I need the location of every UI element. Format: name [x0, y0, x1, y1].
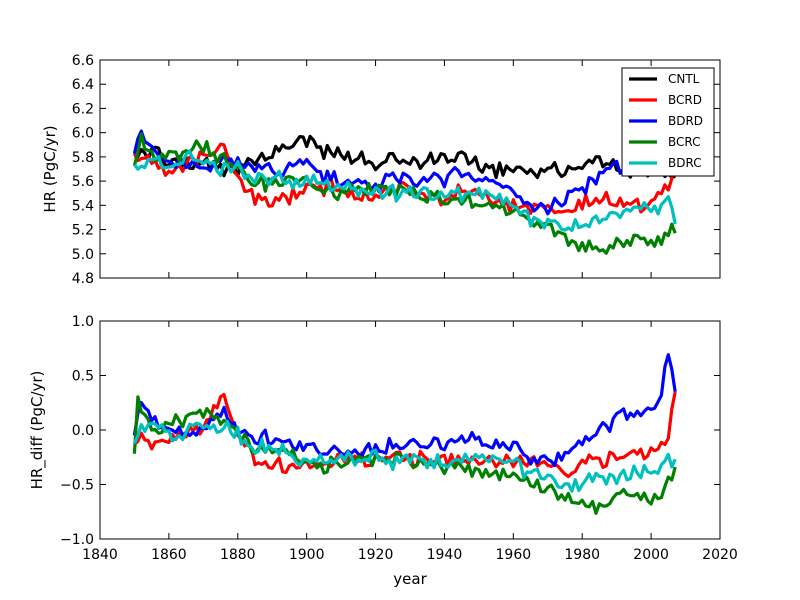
x-tick-label: 1880	[220, 547, 256, 563]
x-tick-label: 1920	[358, 547, 394, 563]
top-y-ticks: 4.8 5.0 5.2 5.4 5.6 5.8 6.0 6.2 6.4 6.6	[72, 53, 720, 287]
bottom-series-bdrd	[132, 353, 677, 467]
x-tick-label: 1860	[151, 547, 187, 563]
bottom-y-axis-label: HR_diff (PgC/yr)	[28, 371, 47, 490]
top-series-lines	[132, 103, 677, 255]
x-tick-label: 1980	[564, 547, 600, 563]
bottom-y-ticks: −1.0 −0.5 0.0 0.5 1.0	[60, 314, 720, 548]
legend-entries: CNTL BCRD BDRD BCRC BDRC	[629, 72, 703, 170]
legend: CNTL BCRD BDRD BCRC BDRC	[621, 67, 715, 177]
top-y-tick-label: 4.8	[72, 271, 94, 287]
top-panel: 4.8 5.0 5.2 5.4 5.6 5.8 6.0 6.2 6.4 6.6 HR (PgC/y…	[41, 53, 721, 287]
x-tick-label: 1940	[427, 547, 463, 563]
x-tick-label: 2000	[633, 547, 669, 563]
bottom-series-lines	[132, 353, 677, 515]
top-y-axis-label: HR (PgC/yr)	[41, 125, 59, 212]
bottom-y-tick-label: 0.5	[72, 369, 94, 385]
top-series-cntl	[134, 134, 676, 180]
top-y-tick-label: 6.2	[72, 101, 94, 117]
top-plot-frame	[99, 59, 721, 279]
bottom-plot-frame	[99, 320, 721, 540]
bottom-series-bcrd	[133, 391, 677, 479]
bottom-x-ticks: 1840 1860 1880 1900 1920 1940 1960 1980 2000 2020	[82, 321, 738, 563]
x-tick-label: 2020	[702, 547, 738, 563]
top-y-tick-label: 5.8	[72, 150, 94, 166]
top-y-tick-label: 6.4	[72, 77, 94, 93]
x-tick-label: 1960	[496, 547, 532, 563]
bottom-series-bdrc	[132, 419, 677, 493]
top-y-tick-label: 5.0	[72, 247, 94, 263]
legend-label-bdrc: BDRC	[668, 156, 702, 170]
bottom-y-tick-label: −0.5	[60, 478, 94, 494]
bottom-panel: 1840 1860 1880 1900 1920 1940 1960 1980 2000 2020…	[28, 314, 738, 588]
top-y-tick-label: 5.6	[72, 174, 94, 190]
legend-label-bcrd: BCRD	[668, 93, 702, 107]
top-y-tick-label: 5.4	[72, 198, 94, 214]
bottom-y-tick-label: −1.0	[60, 532, 94, 548]
x-tick-label: 1900	[289, 547, 325, 563]
x-tick-label: 1840	[82, 547, 118, 563]
top-y-tick-label: 5.2	[72, 223, 94, 239]
x-axis-label: year	[393, 570, 427, 588]
top-y-tick-label: 6.0	[72, 126, 94, 142]
legend-label-bdrd: BDRD	[668, 114, 703, 128]
top-series-bdrc	[133, 149, 677, 232]
top-y-tick-label: 6.6	[72, 53, 94, 69]
bottom-y-tick-label: 0.0	[72, 423, 94, 439]
legend-label-cntl: CNTL	[668, 72, 700, 86]
bottom-y-tick-label: 1.0	[72, 314, 94, 330]
top-series-bcrd	[132, 142, 677, 215]
legend-label-bcrc: BCRC	[668, 135, 701, 149]
